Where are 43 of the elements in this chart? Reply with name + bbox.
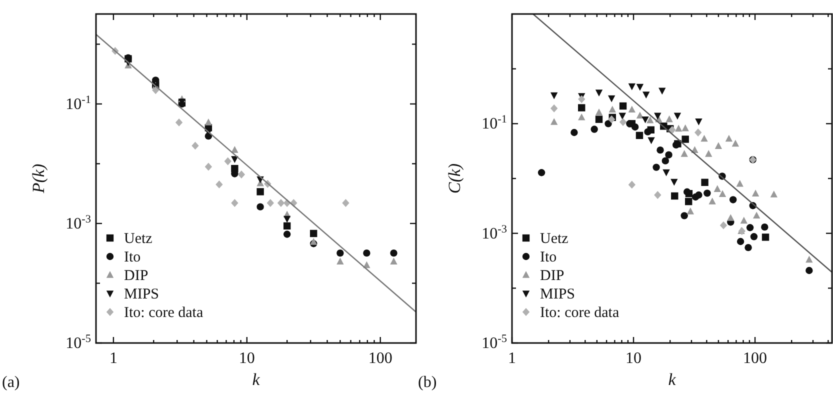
point: [390, 258, 398, 264]
x-tick-label: 100: [743, 350, 768, 367]
legend-label: DIP: [540, 268, 564, 284]
point: [283, 230, 291, 238]
point: [204, 118, 212, 126]
legend-label: Ito: core data: [124, 305, 204, 321]
legend-label: DIP: [124, 268, 148, 284]
text: (b): [418, 374, 437, 391]
point: [310, 238, 318, 245]
point: [390, 249, 398, 257]
x-tick-label: 1: [109, 350, 118, 367]
y-axis-title: P(k): [29, 164, 48, 194]
x-tick-label: 10: [626, 350, 642, 367]
legend-label: Ito: [124, 250, 141, 266]
y-tick-label: 10$^{-5}$: [66, 333, 92, 352]
y-tick-label: 10$^{-5}$: [482, 333, 508, 352]
legend-label: Uetz: [540, 231, 569, 247]
point: [336, 258, 344, 264]
x-tick-label: 10: [238, 350, 255, 367]
point: [152, 86, 160, 94]
point: [336, 249, 344, 257]
point: [256, 203, 264, 210]
legend-label: MIPS: [124, 286, 160, 302]
point: [283, 216, 291, 223]
point: [256, 188, 264, 196]
text: (a): [2, 374, 20, 391]
legend-label: Uetz: [124, 231, 153, 247]
y-axis-title: C(k): [445, 163, 464, 194]
y-tick-label: 10$^{-3}$: [66, 213, 92, 232]
x-axis-title: k: [252, 370, 260, 389]
point: [283, 222, 291, 230]
x-tick-label: 1: [508, 350, 516, 367]
point: [310, 230, 318, 238]
y-tick-label: 10$^{-1}$: [482, 114, 507, 133]
legend-label: Ito: [540, 250, 557, 266]
legend-label: Ito: core data: [540, 305, 620, 321]
y-tick-label: 10$^{-3}$: [482, 223, 508, 242]
legend-label: MIPS: [540, 286, 576, 302]
point: [363, 249, 370, 257]
y-tick-label: 10$^{-1}$: [66, 94, 91, 113]
x-tick-label: 100: [368, 350, 392, 367]
x-axis-title: k: [668, 370, 676, 389]
point: [231, 146, 238, 153]
